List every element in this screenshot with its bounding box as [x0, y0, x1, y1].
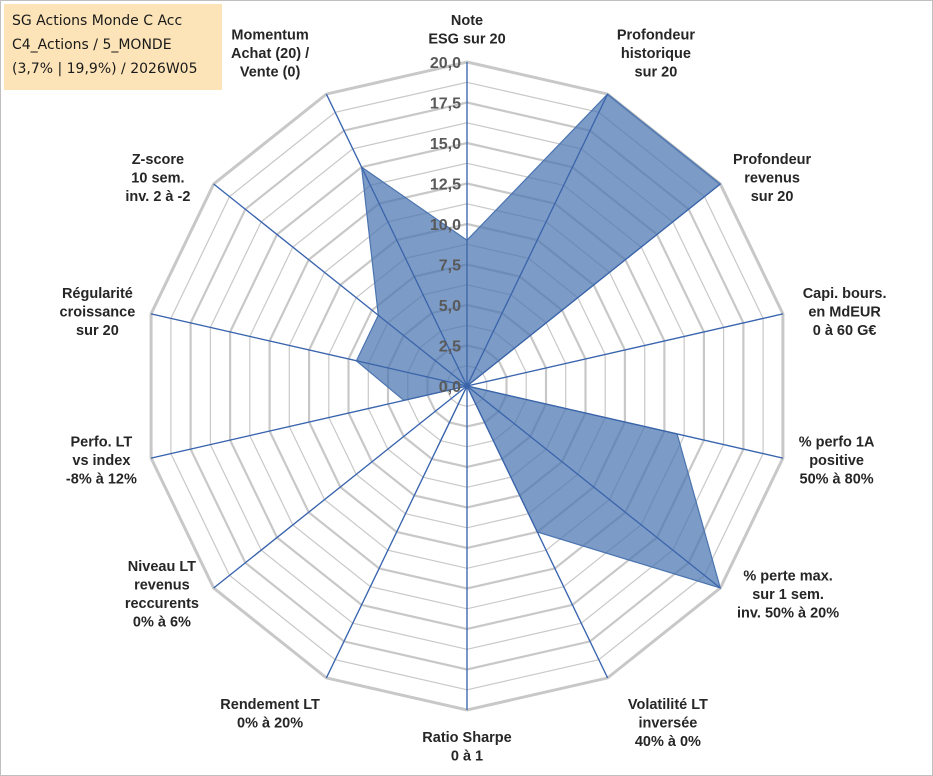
spoke-overlay-2 — [466, 183, 721, 387]
tick-label: 20,0 — [430, 55, 461, 72]
axis-label-8: Rendement LT 0% à 20% — [220, 697, 320, 732]
fund-name: SG Actions Monde C Acc — [12, 13, 183, 29]
spoke-overlay-8 — [325, 385, 468, 679]
spoke-overlay-5 — [466, 385, 721, 589]
tick-label: 17,5 — [430, 96, 461, 113]
spoke-overlay-11 — [150, 313, 468, 387]
tick-label: 0,0 — [439, 379, 461, 396]
axis-label-5: % perte max. sur 1 sem. inv. 50% à 20% — [737, 569, 839, 622]
radar-axis-labels: Note ESG sur 20 Profondeur historique sur 20… — [60, 13, 887, 765]
spoke-overlay-4 — [466, 385, 784, 459]
axis-label-12: Z-score 10 sem. inv. 2 à -2 — [125, 152, 190, 205]
spoke-overlay-1 — [466, 93, 609, 387]
axis-label-10: Perfo. LT vs index -8% à 12% — [66, 435, 137, 488]
spoke-overlay-9 — [213, 385, 468, 589]
spoke-overlay-13 — [325, 93, 468, 387]
axis-label-13: Momentum Achat (20) / Vente (0) — [231, 28, 309, 81]
fund-title-box: SG Actions Monde C Acc C4_Actions / 5_MO… — [4, 4, 222, 90]
axis-label-1: Profondeur historique sur 20 — [617, 28, 695, 81]
tick-label: 12,5 — [430, 177, 461, 194]
tick-label: 10,0 — [430, 217, 461, 234]
axis-label-6: Volatilité LT inversée 40% à 0% — [628, 697, 708, 750]
axis-label-11: Régularité croissance sur 20 — [60, 286, 136, 339]
tick-label: 7,5 — [439, 258, 461, 275]
spoke-overlay-12 — [213, 183, 468, 387]
spoke-overlay-3 — [466, 313, 784, 387]
fund-stats: (3,7% | 19,9%) / 2026W05 — [12, 61, 198, 77]
spoke-overlay-10 — [150, 385, 468, 459]
axis-label-2: Profondeur revenus sur 20 — [733, 152, 811, 205]
axis-label-4: % perfo 1A positive 50% à 80% — [799, 435, 875, 488]
tick-label: 15,0 — [430, 136, 461, 153]
axis-label-0: Note ESG sur 20 — [428, 13, 505, 48]
tick-label: 5,0 — [439, 298, 461, 315]
radar-tick-labels: 0,0 2,5 5,0 7,5 10,0 12,5 15,0 17,5 20,0 — [430, 55, 461, 396]
axis-label-9: Niveau LT revenus reccurents 0% à 6% — [125, 559, 199, 631]
axis-label-3: Capi. bours. en MdEUR 0 à 60 G€ — [803, 286, 887, 339]
fund-category: C4_Actions / 5_MONDE — [12, 37, 172, 53]
axis-label-7: Ratio Sharpe 0 à 1 — [422, 730, 511, 765]
radar-series — [150, 62, 784, 710]
tick-label: 2,5 — [439, 339, 461, 356]
